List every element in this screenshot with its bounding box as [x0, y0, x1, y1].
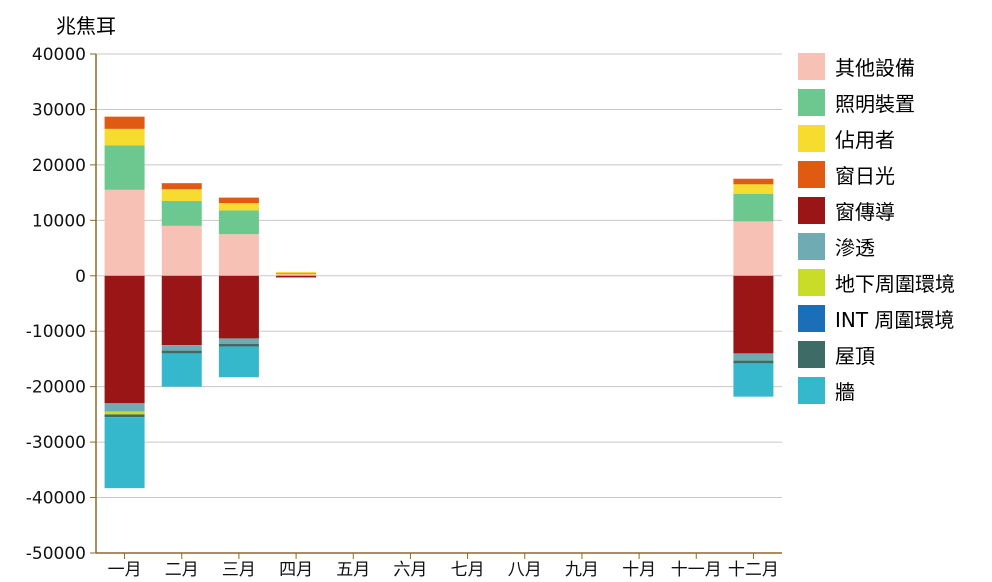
x-tick-label: 八月	[508, 560, 542, 580]
bar-segment	[162, 353, 202, 386]
legend-item: 滲透	[798, 228, 955, 264]
legend-swatch	[798, 197, 825, 224]
x-tick-label: 一月	[108, 560, 142, 580]
legend-swatch	[798, 125, 825, 152]
bar-segment	[219, 344, 259, 347]
bar-segment	[162, 351, 202, 354]
bar-segment	[162, 345, 202, 351]
bar-segment	[105, 117, 145, 129]
bar-segment	[276, 273, 316, 274]
legend-item: 佔用者	[798, 120, 955, 156]
bar-segment	[105, 403, 145, 411]
bar-segment	[733, 276, 773, 354]
y-tick-label: 40000	[32, 45, 86, 65]
legend-label: 滲透	[835, 232, 875, 261]
legend-swatch	[798, 233, 825, 260]
bar-segment	[162, 201, 202, 226]
legend-swatch	[798, 269, 825, 296]
bar-segment	[276, 272, 316, 273]
legend-swatch	[798, 341, 825, 368]
x-tick-label: 十一月	[671, 560, 722, 580]
bar-segment	[733, 194, 773, 222]
bar-segment	[733, 363, 773, 396]
x-tick-label: 十月	[622, 560, 656, 580]
plot-area: 40000 30000 20000 10000 0 -10000 -20000 -30000 -…	[0, 0, 800, 582]
legend-item: 照明裝置	[798, 84, 955, 120]
y-tick-label: 0	[75, 267, 86, 287]
legend-item: 其他設備	[798, 48, 955, 84]
y-tick-label: -40000	[26, 489, 86, 509]
bar-segment	[162, 226, 202, 276]
legend-swatch	[798, 161, 825, 188]
legend-item: 屋頂	[798, 336, 955, 372]
legend-label: 地下周圍環境	[835, 268, 955, 297]
x-tick-label: 五月	[336, 560, 370, 580]
legend-label: 窗日光	[835, 160, 895, 189]
legend-label: 佔用者	[835, 124, 895, 153]
bar-segment	[219, 338, 259, 344]
legend-swatch	[798, 305, 825, 332]
legend-label: INT 周圍環境	[835, 304, 954, 333]
bar-segment	[162, 276, 202, 345]
bar-segment	[162, 183, 202, 189]
bar-segment	[733, 221, 773, 275]
bar-segment	[105, 190, 145, 276]
bar-segment	[105, 129, 145, 146]
x-tick-label: 四月	[279, 560, 313, 580]
legend-label: 其他設備	[835, 52, 915, 81]
x-tick-label: 七月	[451, 560, 485, 580]
y-tick-label: -30000	[26, 433, 86, 453]
bar-segment	[105, 417, 145, 488]
bar-segment	[219, 347, 259, 377]
x-tick-label: 六月	[393, 560, 427, 580]
x-tick-label: 九月	[565, 560, 599, 580]
bar-segment	[733, 184, 773, 193]
bar-segment	[219, 203, 259, 210]
bar-segment	[105, 145, 145, 189]
y-tick-label: 10000	[32, 211, 86, 231]
legend-item: 牆	[798, 372, 955, 408]
x-tick-label: 三月	[222, 560, 256, 580]
bar-segment	[105, 412, 145, 415]
bar-segment	[733, 179, 773, 185]
y-tick-label: 30000	[32, 100, 86, 120]
legend-label: 牆	[835, 376, 855, 405]
bar-segment	[219, 210, 259, 234]
y-tick-label: -50000	[26, 544, 86, 564]
legend-item: 地下周圍環境	[798, 264, 955, 300]
y-tick-label: -20000	[26, 378, 86, 398]
bar-segment	[219, 198, 259, 204]
x-tick-label: 十二月	[728, 560, 779, 580]
bar-segment	[733, 353, 773, 360]
legend-swatch	[798, 53, 825, 80]
legend-swatch	[798, 377, 825, 404]
bar-segment	[219, 234, 259, 276]
bar-segment	[733, 361, 773, 364]
legend-item: 窗傳導	[798, 192, 955, 228]
legend-item: 窗日光	[798, 156, 955, 192]
x-tick-label: 二月	[165, 560, 199, 580]
legend-item: INT 周圍環境	[798, 300, 955, 336]
bar-segment	[105, 414, 145, 417]
bar-segment	[162, 189, 202, 201]
bar-segment	[276, 276, 316, 278]
legend-label: 照明裝置	[835, 88, 915, 117]
legend-swatch	[798, 89, 825, 116]
bar-segment	[105, 276, 145, 404]
y-tick-label: 20000	[32, 156, 86, 176]
y-tick-label: -10000	[26, 322, 86, 342]
bar-segment	[219, 276, 259, 339]
legend-label: 窗傳導	[835, 196, 895, 225]
legend-label: 屋頂	[835, 340, 875, 369]
legend: 其他設備照明裝置佔用者窗日光窗傳導滲透地下周圍環境 INT 周圍環境 屋頂牆	[798, 48, 955, 408]
